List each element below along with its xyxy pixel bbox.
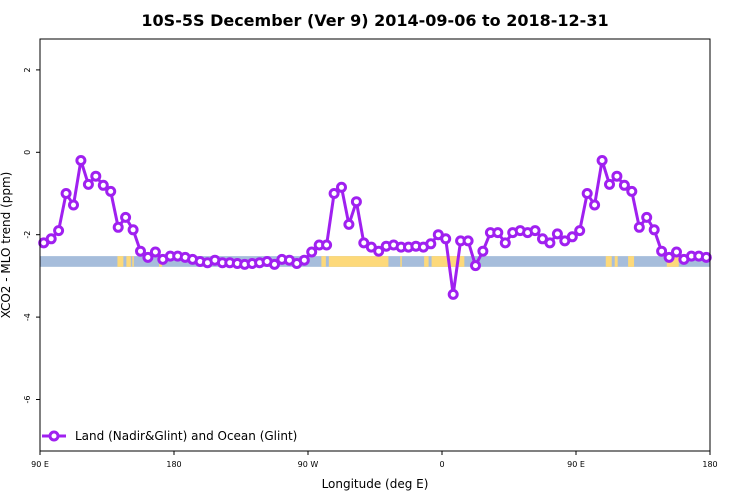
x-tick-label-2: 90 W <box>298 460 319 469</box>
data-point <box>60 188 72 199</box>
land-segment-10 <box>614 256 618 267</box>
data-point <box>68 199 79 211</box>
y-tick-label-1: 0 <box>23 150 32 155</box>
data-point <box>328 188 340 199</box>
data-point <box>321 239 333 251</box>
data-point <box>641 211 653 223</box>
data-point <box>440 233 452 245</box>
legend-label: Land (Nadir&Glint) and Ocean (Glint) <box>75 429 297 443</box>
land-segment-0 <box>117 256 124 267</box>
data-point <box>142 251 154 263</box>
data-point <box>671 246 682 258</box>
data-point <box>112 221 124 233</box>
x-tick-label-5: 180 <box>702 460 717 469</box>
data-point <box>350 196 362 208</box>
data-point <box>306 246 318 258</box>
data-point <box>75 155 87 166</box>
land-segment-9 <box>605 256 612 267</box>
x-axis-label: Longitude (deg E) <box>322 477 429 491</box>
land-ocean-band <box>40 256 710 267</box>
plot-frame <box>39 38 711 452</box>
land-segment-7 <box>424 256 429 267</box>
data-point <box>105 185 117 197</box>
data-point <box>611 170 623 182</box>
x-axis: 90 E 180 90 W 0 90 E 180 <box>31 451 718 469</box>
data-point <box>425 238 437 250</box>
legend: Land (Nadir&Glint) and Ocean (Glint) <box>42 429 297 443</box>
data-point <box>633 221 645 233</box>
data-point <box>604 178 615 190</box>
data-point <box>53 225 65 237</box>
land-segment-4 <box>321 256 326 267</box>
data-point <box>149 246 161 258</box>
data-point <box>336 181 347 193</box>
land-segment-2 <box>132 256 134 267</box>
land-segment-5 <box>328 256 389 267</box>
data-point <box>499 237 511 249</box>
series-layer <box>38 155 712 300</box>
data-point <box>544 237 556 249</box>
land-segment-1 <box>126 256 131 267</box>
data-point <box>618 179 630 191</box>
y-axis-label: XCO2 - MLO trend (ppm) <box>0 172 13 319</box>
data-point <box>648 224 660 236</box>
data-point <box>626 185 638 197</box>
data-point <box>97 179 109 191</box>
data-point <box>529 225 541 237</box>
legend-marker-swatch <box>48 430 60 442</box>
land-segment-6 <box>400 256 402 267</box>
data-point <box>566 231 578 243</box>
data-point <box>298 254 310 266</box>
data-point <box>82 178 94 190</box>
data-point <box>135 245 146 257</box>
data-point <box>127 224 139 236</box>
data-point <box>596 155 608 166</box>
x-tick-label-0: 90 E <box>31 460 49 469</box>
chart-title: 10S-5S December (Ver 9) 2014-09-06 to 20… <box>141 11 608 30</box>
y-tick-label-4: -6 <box>23 396 32 404</box>
data-point <box>700 251 712 263</box>
y-tick-label-0: 2 <box>23 67 32 72</box>
data-point <box>269 258 280 270</box>
data-point <box>90 170 102 182</box>
x-tick-label-3: 0 <box>439 460 444 469</box>
data-point <box>656 245 668 257</box>
y-tick-label-2: -2 <box>23 231 32 239</box>
data-point <box>470 260 481 272</box>
data-point <box>492 227 504 239</box>
data-point <box>477 245 489 257</box>
data-point <box>551 228 563 240</box>
data-point <box>663 251 675 263</box>
y-tick-label-3: -4 <box>23 313 32 321</box>
x-tick-label-4: 90 E <box>567 460 585 469</box>
data-point <box>447 288 459 300</box>
y-axis: 2 0 -2 -4 -6 <box>23 67 40 403</box>
data-point <box>45 233 57 245</box>
data-point <box>373 245 385 257</box>
data-point <box>462 235 474 247</box>
data-point <box>581 188 593 199</box>
land-segment-11 <box>628 256 635 267</box>
data-point <box>343 218 355 230</box>
data-point <box>574 225 586 237</box>
data-point <box>589 199 601 211</box>
x-tick-label-1: 180 <box>166 460 181 469</box>
data-point <box>120 211 132 223</box>
